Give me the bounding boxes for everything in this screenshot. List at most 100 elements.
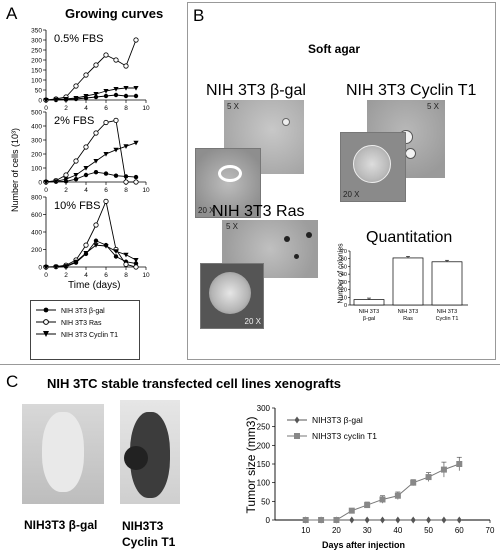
data-point xyxy=(93,222,99,228)
data-point-cyclin xyxy=(456,461,463,467)
data-point-cyclin xyxy=(425,474,432,481)
y-tick-label: 0 xyxy=(344,303,347,309)
data-point xyxy=(93,159,99,164)
data-point-cyclin xyxy=(379,496,386,503)
y-tick-label: 350 xyxy=(31,28,42,35)
mouse-photo-bgal xyxy=(22,404,104,504)
y-tick-label: 300 xyxy=(31,38,42,45)
category-label: NIH 3T3 xyxy=(437,309,457,315)
photo-label-bgal: NIH3T3 β-gal xyxy=(24,518,98,532)
panel-a-xlabel: Time (days) xyxy=(68,280,121,291)
large-colony xyxy=(353,145,391,183)
y-tick-label: 150 xyxy=(257,460,271,469)
y-tick-label: 200 xyxy=(31,247,42,254)
data-point xyxy=(113,249,119,254)
x-tick-label: 10 xyxy=(142,272,150,279)
xenograft-chart-svg: 0 50 100 150 200 250 300 10 20 30 40 50 60 70 NIH3T3 β… xyxy=(257,404,495,535)
legend-a-item-2: NIH 3T3 Cyclin T1 xyxy=(61,332,118,339)
x-tick-label: 2 xyxy=(64,105,68,112)
data-point xyxy=(113,87,119,92)
data-point xyxy=(83,251,89,256)
y-tick-label: 250 xyxy=(257,423,271,432)
data-point xyxy=(123,63,129,69)
soft-agar-cyclin-20x-image: 20 X xyxy=(340,132,406,202)
data-point xyxy=(53,265,59,270)
soft-agar-ras-5x-image: 5 X xyxy=(222,220,318,278)
data-point xyxy=(73,173,79,178)
colony xyxy=(284,236,290,242)
data-point-bgal xyxy=(349,516,355,524)
data-point xyxy=(113,57,119,63)
cell-pair xyxy=(218,165,242,182)
data-point-cyclin xyxy=(394,492,401,499)
data-point xyxy=(73,96,79,101)
y-tick-label: 70 xyxy=(341,249,347,255)
data-point xyxy=(103,244,109,249)
bar xyxy=(392,257,424,306)
legend-marker-cyclin xyxy=(43,331,49,337)
y-tick-label: 200 xyxy=(31,58,42,65)
panel-b-title: Soft agar xyxy=(308,42,361,56)
data-point xyxy=(133,93,139,99)
x-tick-label: 10 xyxy=(301,526,310,535)
x-tick-label: 30 xyxy=(363,526,372,535)
data-point xyxy=(73,259,79,265)
panel-c-letter: C xyxy=(6,372,19,391)
y-tick-label: 800 xyxy=(31,195,42,202)
panel-a-letter: A xyxy=(6,4,18,23)
x-tick-label: 6 xyxy=(104,272,108,279)
data-point xyxy=(83,172,89,178)
x-tick-label: 0 xyxy=(44,272,48,279)
data-point xyxy=(123,86,129,91)
x-tick-label: 50 xyxy=(424,526,433,535)
category-label: NIH 3T3 xyxy=(398,309,418,315)
panel-c-title: NIH 3TC stable transfected cell lines xe… xyxy=(47,376,342,391)
y-tick-label: 150 xyxy=(31,68,42,75)
x-tick-label: 10 xyxy=(142,187,150,194)
img-label-bgal: NIH 3T3 β-gal xyxy=(206,82,306,99)
data-point xyxy=(93,94,99,100)
colony-dot xyxy=(282,118,290,126)
y-tick-label: 200 xyxy=(257,441,271,450)
data-point xyxy=(43,265,49,270)
mag-label: 5 X xyxy=(426,102,439,111)
category-label: Cyclin T1 xyxy=(436,316,459,322)
panel-b-letter: B xyxy=(193,6,205,25)
y-tick-label: 40 xyxy=(341,272,347,278)
data-point xyxy=(43,180,49,185)
data-point xyxy=(53,97,59,103)
data-point-cyclin xyxy=(333,517,340,523)
data-point-bgal xyxy=(456,516,462,524)
xenograft-xlabel: Days after injection xyxy=(322,540,406,550)
series-line xyxy=(45,171,137,183)
bar xyxy=(431,261,463,306)
series-line xyxy=(45,199,137,268)
subplot-label: 0.5% FBS xyxy=(54,33,104,45)
mag-label: 5 X xyxy=(226,222,239,231)
data-point xyxy=(53,179,59,184)
data-point-bgal xyxy=(364,516,370,524)
x-tick-label: 6 xyxy=(104,187,108,194)
data-point xyxy=(103,93,109,99)
x-tick-label: 0 xyxy=(44,187,48,194)
y-tick-label: 600 xyxy=(31,212,42,219)
x-tick-label: 70 xyxy=(486,526,495,535)
mag-label: 20 X xyxy=(198,206,215,215)
data-point xyxy=(63,97,69,102)
data-point xyxy=(113,117,119,124)
mag-label: 20 X xyxy=(244,317,261,326)
y-tick-label: 0 xyxy=(38,98,42,105)
legend-marker xyxy=(294,416,300,424)
legend-marker-bgal xyxy=(43,307,49,313)
colony xyxy=(306,232,312,238)
y-tick-label: 0 xyxy=(266,516,271,525)
data-point xyxy=(133,86,139,91)
y-tick-label: 100 xyxy=(31,78,42,85)
y-tick-label: 250 xyxy=(31,48,42,55)
data-point xyxy=(133,140,139,146)
data-point xyxy=(63,172,69,178)
data-point xyxy=(103,52,109,58)
y-tick-label: 60 xyxy=(341,257,347,263)
